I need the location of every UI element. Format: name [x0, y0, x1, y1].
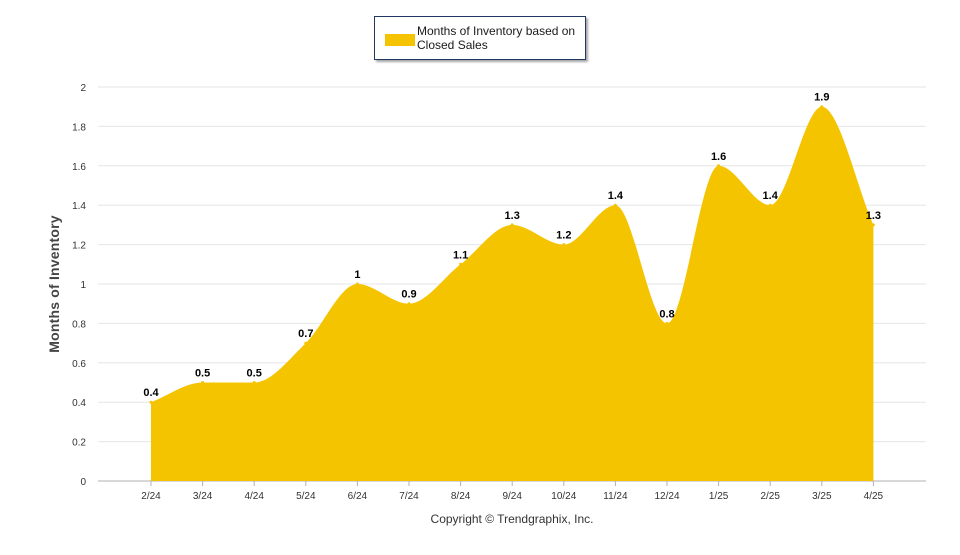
x-tick-label: 10/24: [551, 491, 576, 502]
x-tick-label: 3/24: [193, 491, 213, 502]
data-point: [820, 105, 824, 109]
data-point: [252, 381, 256, 384]
data-point: [510, 223, 514, 227]
x-tick-label: 3/25: [812, 491, 832, 502]
x-tick-label: 7/24: [399, 491, 419, 502]
x-tick-label: 12/24: [654, 491, 679, 502]
legend: Months of Inventory based on Closed Sale…: [374, 16, 586, 60]
x-tick-label: 1/25: [709, 491, 729, 502]
data-label: 0.5: [247, 368, 262, 380]
y-tick-label: 1.2: [72, 241, 86, 252]
y-tick-label: 0: [80, 477, 86, 488]
y-tick-label: 0.4: [72, 398, 86, 409]
data-label: 1.3: [866, 210, 881, 222]
y-tick-label: 1.6: [72, 162, 86, 173]
legend-label: Months of Inventory based on Closed Sale…: [417, 24, 576, 52]
y-tick-label: 0.6: [72, 359, 86, 370]
x-tick-label: 11/24: [603, 491, 628, 502]
data-point: [201, 381, 205, 384]
y-tick-label: 1.8: [72, 122, 86, 133]
data-label: 1.4: [608, 190, 624, 202]
data-point: [717, 164, 721, 168]
data-label: 1.6: [711, 151, 726, 163]
data-point: [562, 243, 566, 247]
data-point: [871, 223, 875, 227]
data-label: 1.3: [505, 210, 520, 222]
data-label: 1.1: [453, 249, 468, 261]
data-label: 1.9: [814, 92, 829, 104]
data-label: 0.8: [659, 308, 674, 320]
y-tick-label: 0.8: [72, 319, 86, 330]
x-tick-label: 8/24: [451, 491, 471, 502]
data-point: [613, 203, 617, 207]
data-point: [459, 262, 463, 266]
data-point: [304, 341, 308, 345]
data-label: 1: [354, 269, 360, 281]
data-point: [355, 282, 359, 286]
data-label: 1.2: [556, 230, 571, 242]
y-tick-label: 0.2: [72, 438, 86, 449]
data-label: 0.9: [401, 289, 416, 301]
y-tick-label: 2: [80, 83, 86, 94]
y-tick-label: 1.4: [72, 201, 86, 212]
x-tick-label: 6/24: [348, 491, 368, 502]
x-tick-label: 2/25: [760, 491, 780, 502]
data-point: [665, 321, 669, 325]
y-tick-label: 1: [80, 280, 86, 291]
x-tick-label: 4/25: [864, 491, 884, 502]
data-label: 0.5: [195, 368, 210, 380]
copyright-text: Copyright © Trendgraphix, Inc.: [430, 512, 594, 526]
data-point: [407, 302, 411, 306]
x-tick-label: 2/24: [141, 491, 161, 502]
x-tick-label: 4/24: [244, 491, 264, 502]
x-tick-label: 9/24: [502, 491, 522, 502]
y-axis-title: Months of Inventory: [46, 215, 62, 353]
data-point: [768, 203, 772, 207]
data-point: [149, 400, 153, 404]
data-label: 1.4: [763, 190, 779, 202]
data-label: 0.4: [143, 387, 159, 399]
x-tick-label: 5/24: [296, 491, 316, 502]
series-area: [151, 106, 874, 481]
data-label: 0.7: [298, 328, 313, 340]
legend-swatch: [385, 34, 415, 46]
